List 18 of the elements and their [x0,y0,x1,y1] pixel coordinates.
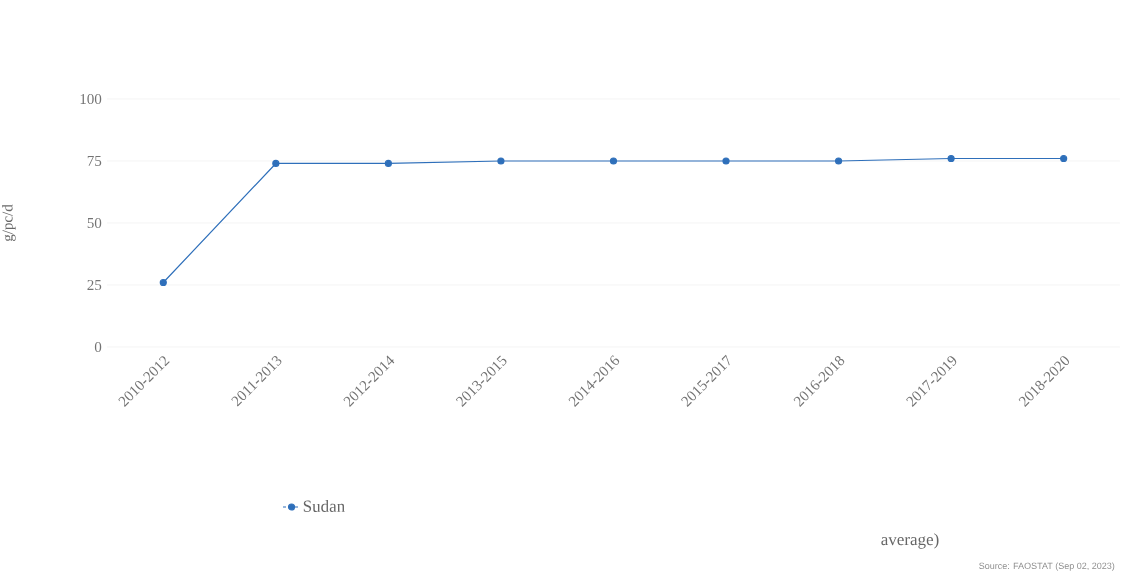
point [947,154,955,163]
source-note: Source: FAOSTAT (Sep 02, 2023) [979,562,1115,571]
point [384,159,392,168]
y-axis-title: g/pc/d [2,204,16,242]
y-tick-label: 100 [80,93,102,105]
y-tick-label: 0 [94,341,102,353]
point [834,157,843,165]
point [722,157,730,165]
text: average) [881,533,939,549]
y-tick-label: 50 [87,217,102,229]
point [272,159,280,168]
point [1060,154,1068,163]
legend-label: Sudan [303,499,345,512]
point [159,278,167,287]
y-tick-label: 25 [87,279,102,291]
point [609,157,618,165]
point [497,157,505,165]
y-tick-label: 75 [87,156,102,166]
